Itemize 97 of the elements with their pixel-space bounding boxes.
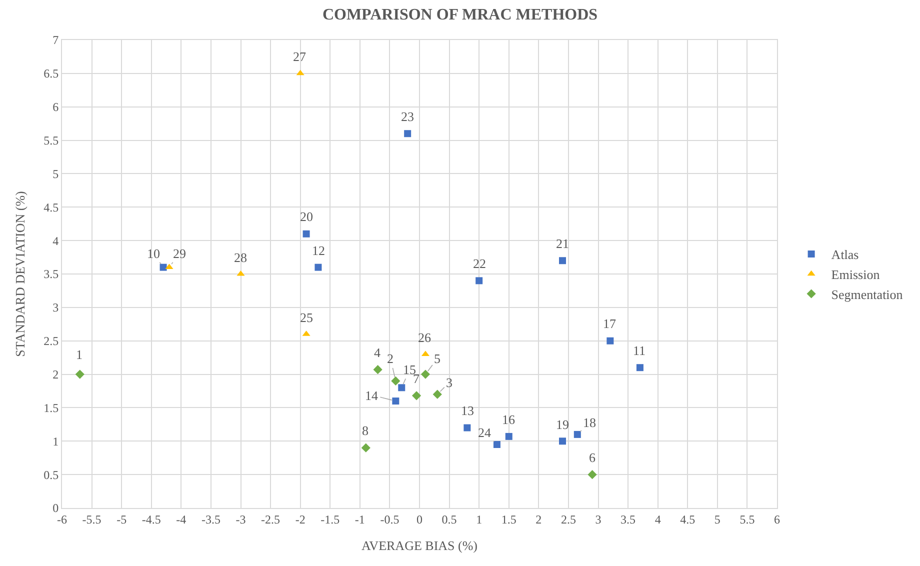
point (432, 390, 442, 399)
annotation: 27 (293, 49, 306, 64)
annotation: 13 (461, 403, 474, 418)
annotation: 4 (374, 345, 381, 360)
y-tick-label: 5.5 (44, 133, 59, 148)
x-tick-label: -5 (116, 512, 127, 526)
y-tick-label: 0.5 (44, 468, 59, 482)
y-tick-label: 2 (52, 367, 59, 382)
point (559, 257, 566, 264)
point (588, 470, 597, 480)
point (361, 443, 370, 452)
point (160, 264, 167, 271)
x-axis-title: AVERAGE BIAS (%) (361, 538, 478, 553)
point (636, 364, 644, 372)
annotation: 2 (387, 351, 394, 366)
x-tick-label: 0.5 (442, 512, 457, 526)
x-tick-label: -3.5 (201, 512, 220, 526)
x-tick-label: 4 (654, 512, 661, 526)
annotation: 10 (147, 246, 160, 261)
x-tick-label: 3 (595, 512, 602, 526)
x-tick-label: -2.5 (261, 512, 280, 526)
annotation: 23 (401, 109, 414, 124)
x-tick-label: -0.5 (380, 512, 400, 526)
annotation: 8 (362, 423, 368, 438)
annotation: 6 (589, 450, 596, 465)
y-tick-label: 5 (52, 166, 59, 181)
annotation: 18 (583, 415, 596, 430)
annotation: 1 (76, 347, 82, 362)
x-tick-label: 5.5 (740, 512, 755, 526)
point (391, 376, 400, 386)
annotation: 20 (300, 209, 313, 224)
x-tick-label: 3.5 (620, 512, 636, 526)
point (314, 264, 322, 271)
y-tick-label: 1.5 (44, 400, 59, 415)
y-tick-label: 6.5 (44, 66, 59, 81)
annotation: 16 (502, 412, 516, 427)
point (398, 384, 406, 392)
x-tick-label: 6 (774, 512, 780, 526)
chart-title: COMPARISON OF MRAC METHODS (322, 6, 598, 24)
point (505, 432, 512, 440)
point (373, 365, 382, 374)
x-tick-label: 1 (476, 512, 482, 526)
annotation: 28 (234, 250, 247, 265)
annotation: 24 (478, 425, 492, 440)
x-tick-label: -3 (236, 512, 246, 526)
y-axis-title: STANDARD DEVIATION (%) (12, 191, 28, 357)
legend-label: Emission (831, 266, 880, 282)
annotation: 3 (446, 375, 452, 390)
x-tick-label: -2 (295, 512, 306, 526)
point (302, 230, 310, 238)
point (296, 70, 304, 76)
legend-label: Atlas (831, 247, 859, 262)
point (559, 438, 566, 445)
annotation: 29 (173, 246, 186, 261)
y-tick-label: 3 (52, 300, 59, 315)
x-tick-label: -6 (57, 512, 67, 526)
y-tick-label: 1 (52, 434, 59, 448)
y-tick-label: 3.5 (44, 267, 59, 282)
annotation: 14 (365, 388, 378, 403)
y-tick-label: 6 (52, 100, 59, 114)
annotation: 17 (603, 316, 616, 331)
y-tick-label: 7 (52, 33, 59, 48)
point (392, 398, 400, 405)
point (420, 370, 430, 379)
annotation: 21 (556, 236, 569, 251)
x-tick-label: 4.5 (680, 512, 696, 526)
x-tick-label: 2 (536, 512, 542, 526)
point (476, 277, 483, 284)
y-tick-label: 4 (52, 234, 59, 248)
point (404, 130, 412, 138)
x-tick-label: 2.5 (560, 512, 576, 526)
x-tick-label: -1 (354, 512, 365, 526)
annotation: 19 (556, 417, 569, 432)
x-tick-label: 5 (714, 512, 720, 526)
annotation: 5 (434, 351, 440, 366)
point (464, 424, 471, 432)
x-tick-label: -1.5 (320, 512, 340, 526)
x-tick-label: -4 (176, 512, 186, 526)
x-tick-label: 1.5 (501, 512, 516, 526)
y-tick-label: 2.5 (44, 334, 59, 348)
point (493, 440, 500, 448)
point (412, 391, 422, 400)
annotation: 22 (473, 256, 486, 271)
point (606, 337, 614, 344)
annotation: 26 (418, 330, 432, 345)
point (165, 264, 174, 270)
x-tick-label: -5.5 (82, 512, 102, 526)
annotation: 25 (300, 310, 313, 325)
annotation: 12 (312, 243, 325, 258)
x-tick-label: 0 (416, 512, 422, 526)
y-tick-label: 4.5 (44, 200, 59, 214)
point (574, 430, 581, 438)
y-tick-label: 0 (52, 501, 59, 516)
point (75, 370, 84, 379)
x-tick-label: -4.5 (142, 512, 161, 526)
annotation: 11 (633, 343, 646, 358)
legend-label: Segmentation (831, 286, 904, 302)
